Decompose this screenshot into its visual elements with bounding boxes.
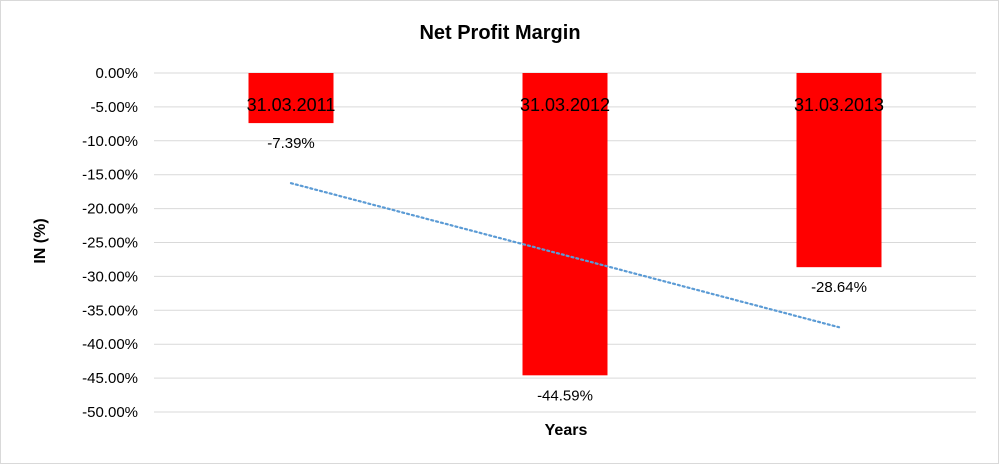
y-tick-label: -10.00% <box>82 133 138 150</box>
y-tick-label: -15.00% <box>82 167 138 184</box>
data-label: -44.59% <box>537 387 593 404</box>
data-label: -7.39% <box>267 135 315 152</box>
chart-title: Net Profit Margin <box>419 22 580 44</box>
y-tick-label: -25.00% <box>82 235 138 252</box>
y-tick-label: -35.00% <box>82 302 138 319</box>
data-label: -28.64% <box>811 279 867 296</box>
y-tick-label: -50.00% <box>82 404 138 421</box>
trendline-layer <box>289 182 841 329</box>
trendline <box>289 182 841 329</box>
bar <box>796 73 882 268</box>
y-tick-label: -5.00% <box>90 99 138 116</box>
x-axis-title: Years <box>545 422 588 439</box>
y-tick-label: -45.00% <box>82 370 138 387</box>
y-tick-label: -20.00% <box>82 201 138 218</box>
category-labels: 31.03.2011 31.03.2012 31.03.2013 <box>247 95 884 115</box>
y-tick-label: -40.00% <box>82 336 138 353</box>
y-axis-ticks: 0.00% -5.00% -10.00% -15.00% -20.00% -25.00% -… <box>82 65 138 421</box>
category-label: 31.03.2012 <box>520 95 610 115</box>
y-tick-label: -30.00% <box>82 268 138 285</box>
category-label: 31.03.2013 <box>794 95 884 115</box>
y-axis-title: IN (%) <box>32 218 49 263</box>
bar <box>522 73 608 376</box>
data-labels: -7.39% -44.59% -28.64% <box>267 135 867 404</box>
bars <box>248 73 882 376</box>
y-tick-label: 0.00% <box>95 65 138 82</box>
category-label: 31.03.2011 <box>247 95 336 115</box>
bar <box>248 73 334 124</box>
